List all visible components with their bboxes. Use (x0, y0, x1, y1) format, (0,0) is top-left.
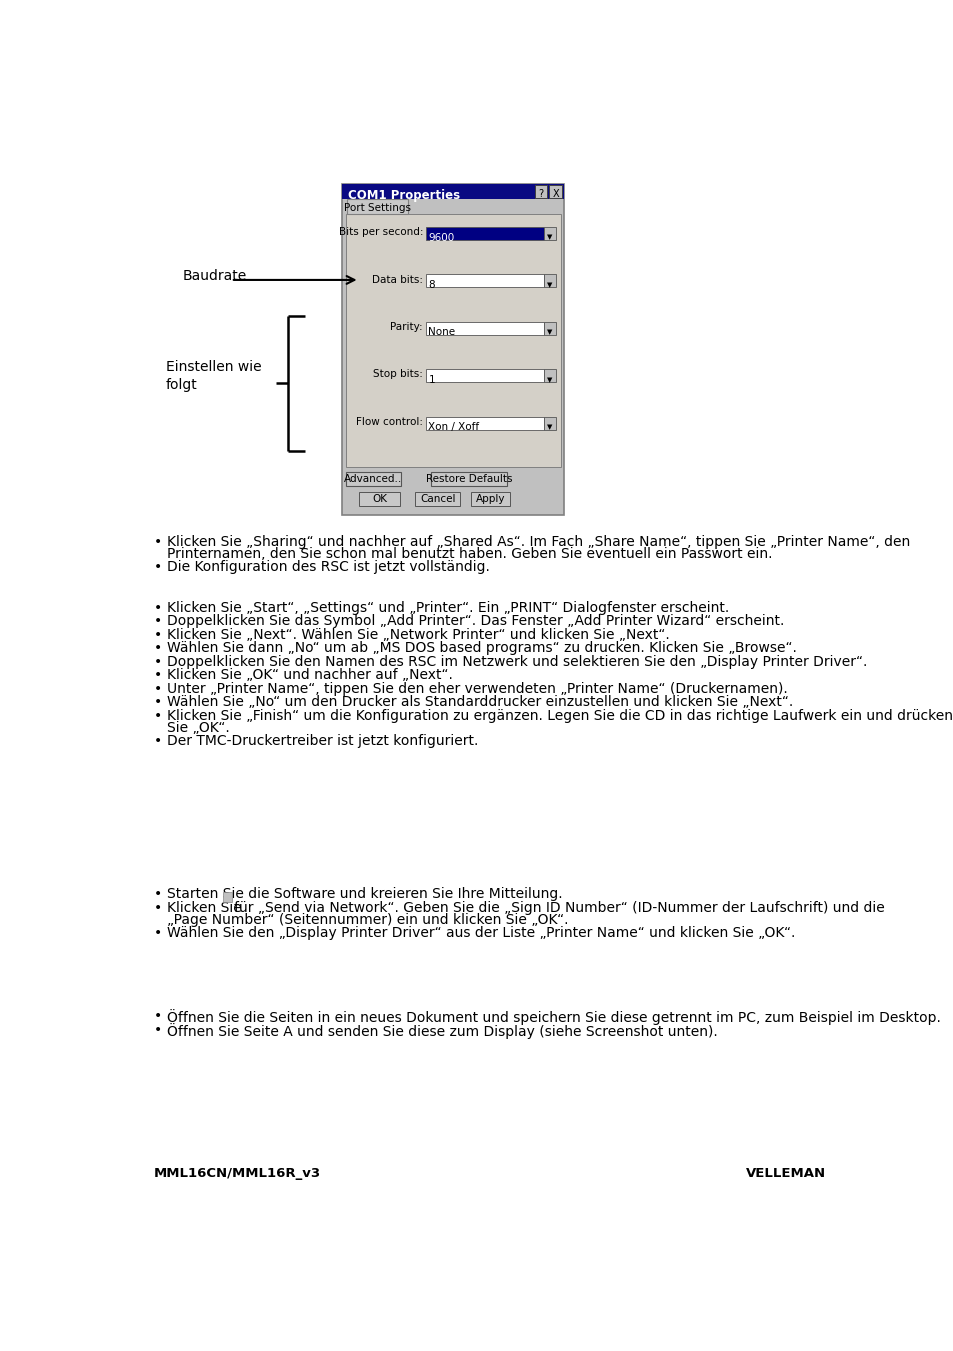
Bar (543, 416, 556, 430)
Text: •: • (154, 669, 162, 682)
Bar (543, 369, 556, 382)
Text: für „Send via Network“. Geben Sie die „Sign ID Number“ (ID-Nummer der Laufschrif: für „Send via Network“. Geben Sie die „S… (233, 901, 883, 915)
Bar (426, 369, 543, 382)
Text: •: • (154, 628, 162, 642)
Text: Klicken Sie: Klicken Sie (167, 901, 241, 915)
Text: •: • (154, 642, 162, 655)
Bar (426, 274, 543, 288)
Text: Printernamen, den Sie schon mal benutzt haben. Geben Sie eventuell ein Passwort : Printernamen, den Sie schon mal benutzt … (167, 547, 771, 561)
Text: •: • (154, 535, 162, 549)
Bar (426, 227, 543, 240)
Text: ▼: ▼ (547, 282, 552, 288)
Text: 1: 1 (428, 374, 435, 385)
Bar (223, 893, 233, 901)
Text: Port Settings: Port Settings (343, 203, 411, 212)
Text: ?: ? (537, 189, 543, 200)
Text: •: • (154, 901, 162, 915)
Text: Klicken Sie „Sharing“ und nachher auf „Shared As“. Im Fach „Share Name“, tippen : Klicken Sie „Sharing“ und nachher auf „S… (167, 535, 909, 549)
Text: Doppelklicken Sie den Namen des RSC im Netzwerk und selektieren Sie den „Display: Doppelklicken Sie den Namen des RSC im N… (167, 655, 866, 669)
Text: Doppelklicken Sie das Symbol „Add Printer“. Das Fenster „Add Printer Wizard“ ers: Doppelklicken Sie das Symbol „Add Printe… (167, 615, 783, 628)
Text: Cancel: Cancel (419, 494, 455, 504)
Bar (549, 185, 561, 197)
Text: ▼: ▼ (547, 424, 552, 431)
Text: Die Konfiguration des RSC ist jetzt vollständig.: Die Konfiguration des RSC ist jetzt voll… (167, 561, 489, 574)
Text: Wählen Sie dann „No“ um ab „MS DOS based programs“ zu drucken. Klicken Sie „Brow: Wählen Sie dann „No“ um ab „MS DOS based… (167, 642, 796, 655)
FancyArrowPatch shape (233, 276, 354, 284)
Text: •: • (154, 1009, 162, 1023)
Bar (415, 492, 459, 507)
Bar (347, 199, 407, 215)
Bar (345, 471, 401, 486)
Text: VELLEMAN: VELLEMAN (745, 1167, 825, 1179)
Text: •: • (154, 734, 162, 748)
Text: Flow control:: Flow control: (355, 417, 422, 427)
Text: Unter „Printer Name“, tippen Sie den eher verwendeten „Printer Name“ (Druckernam: Unter „Printer Name“, tippen Sie den ehe… (167, 682, 786, 696)
Text: Klicken Sie „OK“ und nachher auf „Next“.: Klicken Sie „OK“ und nachher auf „Next“. (167, 669, 452, 682)
Text: Öffnen Sie die Seiten in ein neues Dokument und speichern Sie diese getrennt im : Öffnen Sie die Seiten in ein neues Dokum… (167, 1009, 940, 1025)
Text: •: • (154, 888, 162, 901)
Bar (543, 322, 556, 335)
Text: None: None (428, 327, 456, 338)
Text: •: • (154, 682, 162, 696)
Text: •: • (154, 927, 162, 940)
Text: MML16CN/MML16R_v3: MML16CN/MML16R_v3 (154, 1167, 321, 1179)
Text: Wählen Sie „No“ um den Drucker als Standarddrucker einzustellen und klicken Sie : Wählen Sie „No“ um den Drucker als Stand… (167, 696, 792, 709)
Text: Xon / Xoff: Xon / Xoff (428, 423, 479, 432)
Text: ▼: ▼ (547, 377, 552, 382)
Text: 8: 8 (428, 280, 435, 290)
Text: •: • (154, 1023, 162, 1036)
Text: •: • (154, 615, 162, 628)
Text: Sie „OK“.: Sie „OK“. (167, 720, 229, 735)
Text: Einstellen wie
folgt: Einstellen wie folgt (166, 359, 261, 392)
Text: Bits per second:: Bits per second: (338, 227, 422, 238)
Text: X: X (552, 189, 558, 200)
Text: Klicken Sie „Next“. Wählen Sie „Network Printer“ und klicken Sie „Next“.: Klicken Sie „Next“. Wählen Sie „Network … (167, 628, 669, 642)
Bar (543, 227, 556, 240)
Text: Klicken Sie „Start“, „Settings“ und „Printer“. Ein „PRINT“ Dialogfenster erschei: Klicken Sie „Start“, „Settings“ und „Pri… (167, 601, 728, 615)
Text: Der TMC-Druckertreiber ist jetzt konfiguriert.: Der TMC-Druckertreiber ist jetzt konfigu… (167, 734, 477, 748)
Text: Restore Defaults: Restore Defaults (425, 474, 512, 485)
Bar (345, 215, 560, 467)
Text: Data bits:: Data bits: (372, 274, 422, 285)
Text: •: • (154, 601, 162, 615)
Text: COM1 Properties: COM1 Properties (348, 189, 459, 203)
Text: 9600: 9600 (428, 232, 455, 243)
Text: •: • (154, 561, 162, 574)
Bar (471, 492, 509, 507)
Text: OK: OK (372, 494, 387, 504)
Bar (543, 274, 556, 288)
Bar (342, 184, 563, 199)
Text: Advanced..: Advanced.. (344, 474, 402, 485)
Text: ▼: ▼ (547, 235, 552, 240)
Bar (426, 416, 543, 430)
Text: ▼: ▼ (547, 330, 552, 335)
Text: Apply: Apply (476, 494, 505, 504)
Bar (534, 185, 546, 197)
Text: Parity:: Parity: (390, 322, 422, 332)
Text: Starten Sie die Software und kreieren Sie Ihre Mitteilung.: Starten Sie die Software und kreieren Si… (167, 888, 561, 901)
Text: •: • (154, 655, 162, 669)
Text: •: • (154, 696, 162, 709)
Text: Stop bits:: Stop bits: (373, 369, 422, 380)
Bar (359, 492, 399, 507)
Text: Wählen Sie den „Display Printer Driver“ aus der Liste „Printer Name“ und klicken: Wählen Sie den „Display Printer Driver“ … (167, 927, 794, 940)
Text: Baudrate: Baudrate (183, 269, 247, 284)
Text: Öffnen Sie Seite A und senden Sie diese zum Display (siehe Screenshot unten).: Öffnen Sie Seite A und senden Sie diese … (167, 1023, 717, 1039)
Text: •: • (154, 709, 162, 723)
Text: „Page Number“ (Seitennummer) ein und klicken Sie „OK“.: „Page Number“ (Seitennummer) ein und kli… (167, 913, 567, 927)
Text: Klicken Sie „Finish“ um die Konfiguration zu ergänzen. Legen Sie die CD in das r: Klicken Sie „Finish“ um die Konfiguratio… (167, 709, 951, 723)
Bar (426, 322, 543, 335)
Bar (431, 471, 506, 486)
Bar (342, 184, 563, 515)
